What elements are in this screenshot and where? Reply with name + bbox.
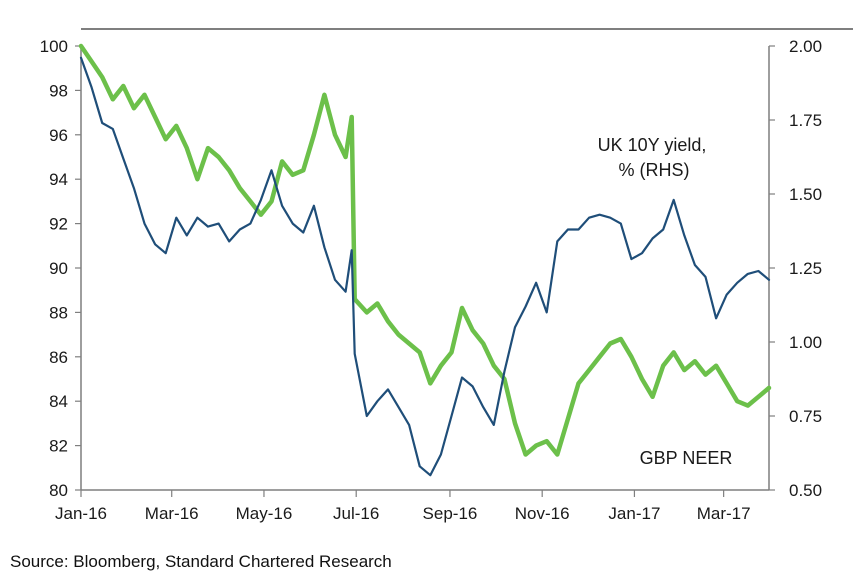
left-tick-label: 100 xyxy=(40,37,68,56)
series-group xyxy=(78,43,772,477)
x-tick-label: Mar-17 xyxy=(697,504,751,523)
left-axis-ticks: 80 82 84 86 88 90 92 94 96 98 100 xyxy=(40,37,81,500)
source-note: Source: Bloomberg, Standard Chartered Re… xyxy=(10,552,392,571)
left-tick-label: 98 xyxy=(49,81,68,100)
yield-series-label-line2: % (RHS) xyxy=(619,160,690,180)
right-tick-label: 1.75 xyxy=(789,111,822,130)
right-tick-label: 0.75 xyxy=(789,407,822,426)
x-tick-label: May-16 xyxy=(236,504,293,523)
x-tick-label: Jan-16 xyxy=(55,504,107,523)
gbp-neer-series-line xyxy=(78,43,772,457)
x-tick-label: Jan-17 xyxy=(608,504,660,523)
right-tick-label: 1.25 xyxy=(789,259,822,278)
left-tick-label: 96 xyxy=(49,126,68,145)
left-tick-label: 90 xyxy=(49,259,68,278)
x-tick-label: Jul-16 xyxy=(333,504,379,523)
x-tick-label: Nov-16 xyxy=(515,504,570,523)
x-tick-label: Sep-16 xyxy=(423,504,478,523)
yield-series-label-line1: UK 10Y yield, xyxy=(598,135,707,155)
left-tick-label: 88 xyxy=(49,303,68,322)
right-tick-label: 0.50 xyxy=(789,481,822,500)
left-tick-label: 84 xyxy=(49,392,68,411)
neer-series-label: GBP NEER xyxy=(640,448,733,468)
x-tick-label: Mar-16 xyxy=(145,504,199,523)
line-chart: 80 82 84 86 88 90 92 94 96 98 100 0.50 0.75 1.00 1.25… xyxy=(40,28,853,523)
left-tick-label: 80 xyxy=(49,481,68,500)
x-axis-ticks: Jan-16 Mar-16 May-16 Jul-16 Sep-16 Nov-16 Jan-… xyxy=(55,490,751,523)
left-tick-label: 92 xyxy=(49,215,68,234)
left-tick-label: 82 xyxy=(49,437,68,456)
right-tick-label: 2.00 xyxy=(789,37,822,56)
right-axis-ticks: 0.50 0.75 1.00 1.25 1.50 1.75 2.00 xyxy=(769,37,822,500)
left-tick-label: 86 xyxy=(49,348,68,367)
right-tick-label: 1.50 xyxy=(789,185,822,204)
left-tick-label: 94 xyxy=(49,170,68,189)
right-tick-label: 1.00 xyxy=(789,333,822,352)
uk-10y-yield-series-line xyxy=(79,56,771,477)
